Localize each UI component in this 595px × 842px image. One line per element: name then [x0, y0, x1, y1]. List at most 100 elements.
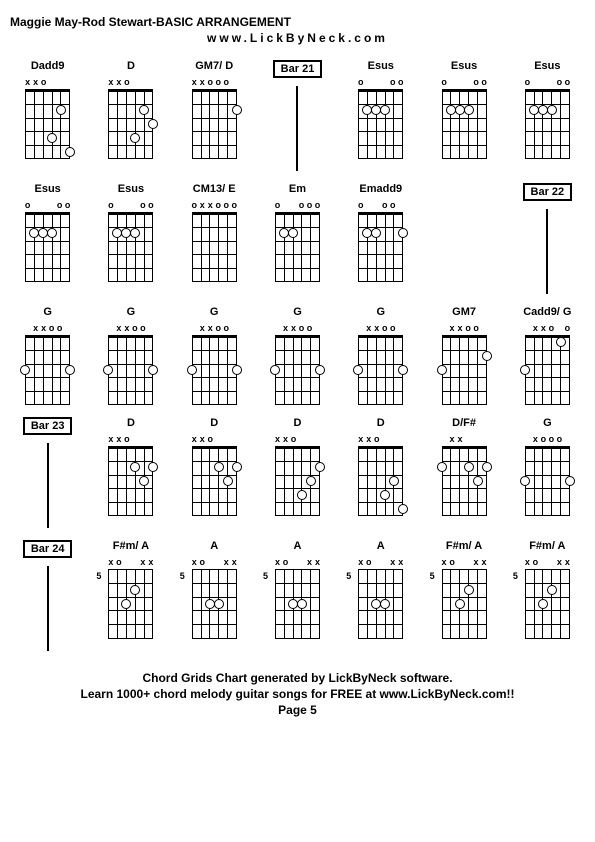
chord-name: GM7	[452, 306, 476, 320]
fretboard	[358, 212, 403, 282]
fret-position-label: 5	[96, 571, 101, 581]
finger-dot	[214, 462, 224, 472]
chord-cell: Gxxoo	[343, 306, 418, 405]
chord-name: Esus	[34, 183, 60, 197]
finger-dot	[371, 228, 381, 238]
finger-dot	[121, 599, 131, 609]
finger-dot	[130, 228, 140, 238]
finger-dot	[437, 365, 447, 375]
chord-name: G	[543, 417, 552, 431]
fretboard	[25, 212, 70, 282]
chord-cell: Gxxoo	[10, 306, 85, 405]
mute-indicators: xxoo	[357, 323, 405, 335]
mute-indicators: xoxx	[190, 557, 238, 569]
finger-dot	[297, 599, 307, 609]
chord-name: Esus	[534, 60, 560, 74]
chord-cell: GM7xxoo	[426, 306, 501, 405]
fretboard	[442, 89, 487, 159]
mute-indicators: xoxx	[357, 557, 405, 569]
finger-dot	[538, 599, 548, 609]
fret-position-label: 5	[263, 571, 268, 581]
finger-dot	[565, 476, 575, 486]
finger-dot	[520, 476, 530, 486]
fretboard	[358, 335, 403, 405]
mute-indicators: xxo	[107, 434, 155, 446]
fretboard	[275, 212, 320, 282]
finger-dot	[315, 365, 325, 375]
mute-indicators: xxoo	[24, 323, 72, 335]
fretboard	[192, 212, 237, 282]
fretboard: 5	[192, 569, 237, 639]
chord-name: Esus	[451, 60, 477, 74]
chord-name: D	[127, 417, 135, 431]
chord-cell: Cadd9/ Gxxoo	[510, 306, 585, 405]
finger-dot	[232, 365, 242, 375]
chord-name: F#m/ A	[529, 540, 565, 554]
chord-name: Esus	[368, 60, 394, 74]
chord-cell: Bar 24	[10, 540, 85, 651]
finger-dot	[464, 585, 474, 595]
chord-cell: CM13/ Eoxxooo	[177, 183, 252, 294]
chord-cell	[426, 183, 501, 294]
chord-name: Em	[289, 183, 306, 197]
fretboard	[25, 89, 70, 159]
mute-indicators: xxooo	[190, 77, 238, 89]
page-footer: Chord Grids Chart generated by LickByNec…	[10, 671, 585, 717]
mute-indicators: xoxx	[107, 557, 155, 569]
bar-label: Bar 24	[23, 540, 73, 558]
finger-dot	[47, 228, 57, 238]
chord-grid: Dadd9xxoDxxoGM7/ DxxoooBar 21EsusoooEsus…	[10, 60, 585, 651]
finger-dot	[520, 365, 530, 375]
mute-indicators: xoxx	[523, 557, 571, 569]
mute-indicators: xxo	[107, 77, 155, 89]
chord-cell: Bar 21	[260, 60, 335, 171]
finger-dot	[223, 476, 233, 486]
fretboard: 5	[442, 569, 487, 639]
finger-dot	[380, 599, 390, 609]
chord-cell: Axoxx5	[177, 540, 252, 651]
finger-dot	[139, 476, 149, 486]
mute-indicators: ooo	[440, 77, 488, 89]
chord-cell: Esus ooo	[426, 60, 501, 171]
chord-name: Esus	[118, 183, 144, 197]
mute-indicators: xxo	[273, 434, 321, 446]
chord-cell: Gxxoo	[177, 306, 252, 405]
footer-line-2: Learn 1000+ chord melody guitar songs fo…	[10, 687, 585, 701]
finger-dot	[130, 462, 140, 472]
mute-indicators: oooo	[273, 200, 321, 212]
finger-dot	[56, 105, 66, 115]
chord-name: G	[210, 306, 219, 320]
fret-position-label: 5	[430, 571, 435, 581]
finger-dot	[353, 365, 363, 375]
chord-cell: Gxxoo	[93, 306, 168, 405]
chord-cell: Dxxo	[93, 417, 168, 528]
fretboard	[108, 212, 153, 282]
chord-cell: Em oooo	[260, 183, 335, 294]
finger-dot	[232, 462, 242, 472]
chord-name: A	[294, 540, 302, 554]
chord-cell: GM7/ Dxxooo	[177, 60, 252, 171]
chord-name: D	[127, 60, 135, 74]
finger-dot	[306, 476, 316, 486]
chord-cell: Gxooo	[510, 417, 585, 528]
chord-name: Cadd9/ G	[523, 306, 571, 320]
fretboard	[108, 89, 153, 159]
fretboard: 5	[108, 569, 153, 639]
chord-cell: Esusooo	[510, 60, 585, 171]
finger-dot	[482, 351, 492, 361]
fretboard	[108, 335, 153, 405]
chord-name: F#m/ A	[113, 540, 149, 554]
song-title: Maggie May-Rod Stewart-BASIC ARRANGEMENT	[10, 15, 585, 29]
chord-name: A	[210, 540, 218, 554]
chord-cell: Esus ooo	[343, 60, 418, 171]
finger-dot	[187, 365, 197, 375]
chord-cell: Esusooo	[93, 183, 168, 294]
finger-dot	[556, 337, 566, 347]
fretboard: 5	[525, 569, 570, 639]
fret-position-label: 5	[180, 571, 185, 581]
mute-indicators: ooo	[357, 77, 405, 89]
fretboard	[442, 335, 487, 405]
chord-cell: D/F#xx	[426, 417, 501, 528]
mute-indicators: xxo	[357, 434, 405, 446]
mute-indicators: xxoo	[107, 323, 155, 335]
